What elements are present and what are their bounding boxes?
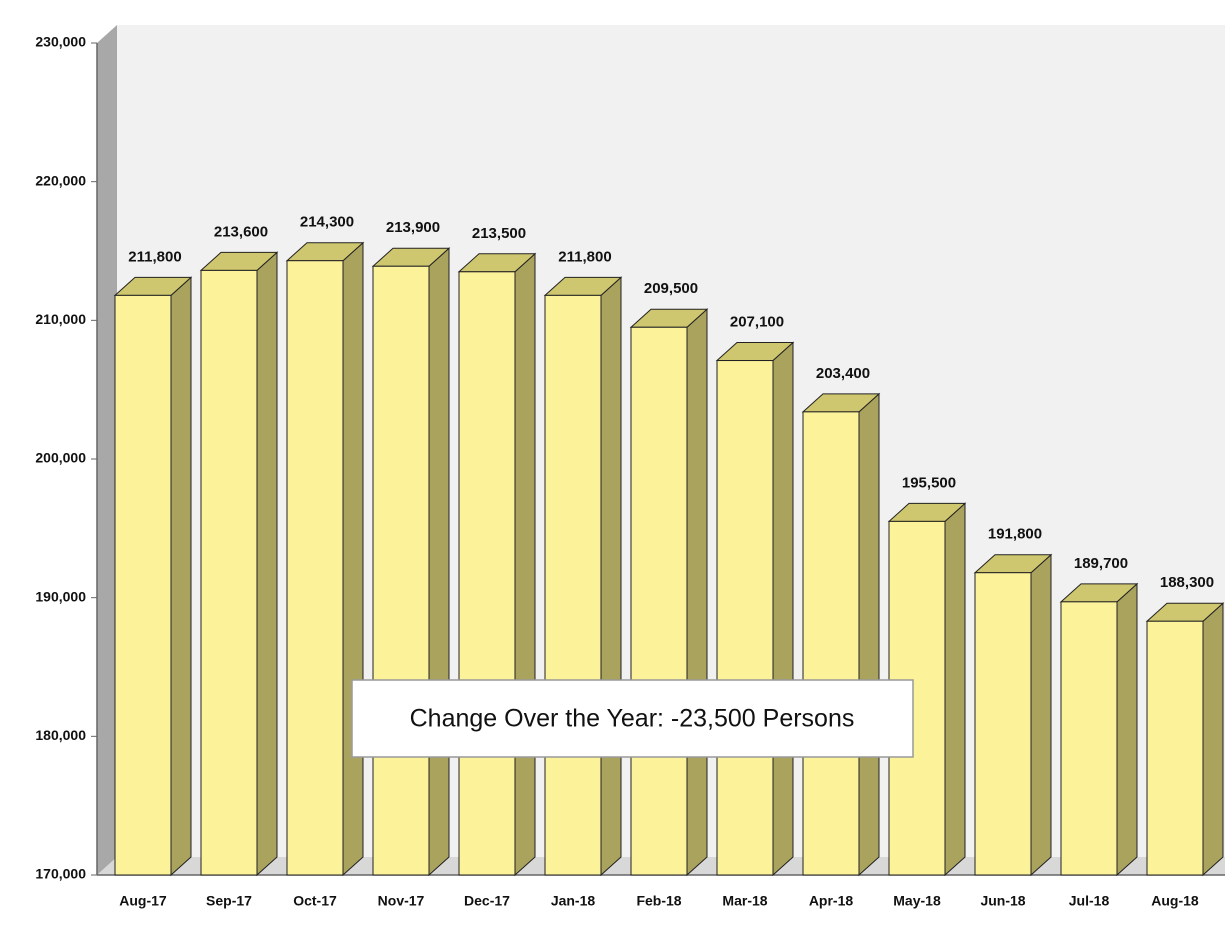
bar-side xyxy=(514,252,536,877)
x-tick-label: May-18 xyxy=(893,893,941,909)
bar xyxy=(286,260,344,876)
bar-side xyxy=(256,251,278,877)
bar-side xyxy=(600,276,622,877)
x-tick-label: Dec-17 xyxy=(464,893,510,909)
bar-side xyxy=(772,341,794,877)
annotation-box xyxy=(351,679,914,758)
bar-side xyxy=(686,308,708,877)
bar xyxy=(372,265,430,876)
value-label: 213,600 xyxy=(214,223,268,240)
bar-side xyxy=(1116,582,1138,877)
x-tick-label: Oct-17 xyxy=(293,893,337,909)
bar-side xyxy=(342,241,364,877)
x-tick-label: Apr-18 xyxy=(809,893,854,909)
value-label: 213,900 xyxy=(386,219,440,236)
plot-side-wall xyxy=(97,25,117,875)
value-label: 207,100 xyxy=(730,314,784,331)
value-label: 191,800 xyxy=(988,526,1042,543)
bar xyxy=(114,294,172,876)
x-tick-label: Sep-17 xyxy=(206,893,252,909)
value-label: 203,400 xyxy=(816,365,870,382)
bar xyxy=(200,269,258,876)
value-label: 188,300 xyxy=(1160,574,1214,591)
x-tick-label: Jun-18 xyxy=(980,893,1025,909)
y-tick-label: 170,000 xyxy=(35,866,86,882)
annotation: Change Over the Year: -23,500 Persons xyxy=(410,705,855,733)
bar xyxy=(458,271,516,876)
x-tick-label: Mar-18 xyxy=(722,893,767,909)
bar-side xyxy=(170,276,192,877)
y-tick-label: 230,000 xyxy=(35,34,86,50)
bar xyxy=(630,326,688,876)
value-label: 214,300 xyxy=(300,214,354,231)
bar-side xyxy=(1030,553,1052,877)
x-tick-label: Jul-18 xyxy=(1069,893,1110,909)
bar-side xyxy=(428,247,450,877)
value-label: 195,500 xyxy=(902,474,956,491)
x-tick-label: Jan-18 xyxy=(551,893,596,909)
y-tick-label: 210,000 xyxy=(35,311,86,327)
y-tick-label: 220,000 xyxy=(35,172,86,188)
value-label: 209,500 xyxy=(644,280,698,297)
x-tick-label: Aug-17 xyxy=(119,893,167,909)
x-tick-label: Aug-18 xyxy=(1151,893,1199,909)
bar xyxy=(544,294,602,876)
y-tick-label: 200,000 xyxy=(35,450,86,466)
bar xyxy=(716,360,774,876)
y-tick-label: 190,000 xyxy=(35,588,86,604)
value-label: 211,800 xyxy=(128,248,181,265)
bar xyxy=(802,411,860,876)
bar-side xyxy=(1202,602,1224,877)
bar-side xyxy=(944,502,966,877)
bar xyxy=(1146,620,1204,876)
bar xyxy=(974,572,1032,876)
bar xyxy=(1060,601,1118,876)
y-tick-label: 180,000 xyxy=(35,727,86,743)
value-label: 211,800 xyxy=(558,248,611,265)
value-label: 213,500 xyxy=(472,225,526,242)
x-tick-label: Nov-17 xyxy=(378,893,425,909)
value-label: 189,700 xyxy=(1074,555,1128,572)
bar-side xyxy=(858,392,880,877)
x-tick-label: Feb-18 xyxy=(636,893,681,909)
